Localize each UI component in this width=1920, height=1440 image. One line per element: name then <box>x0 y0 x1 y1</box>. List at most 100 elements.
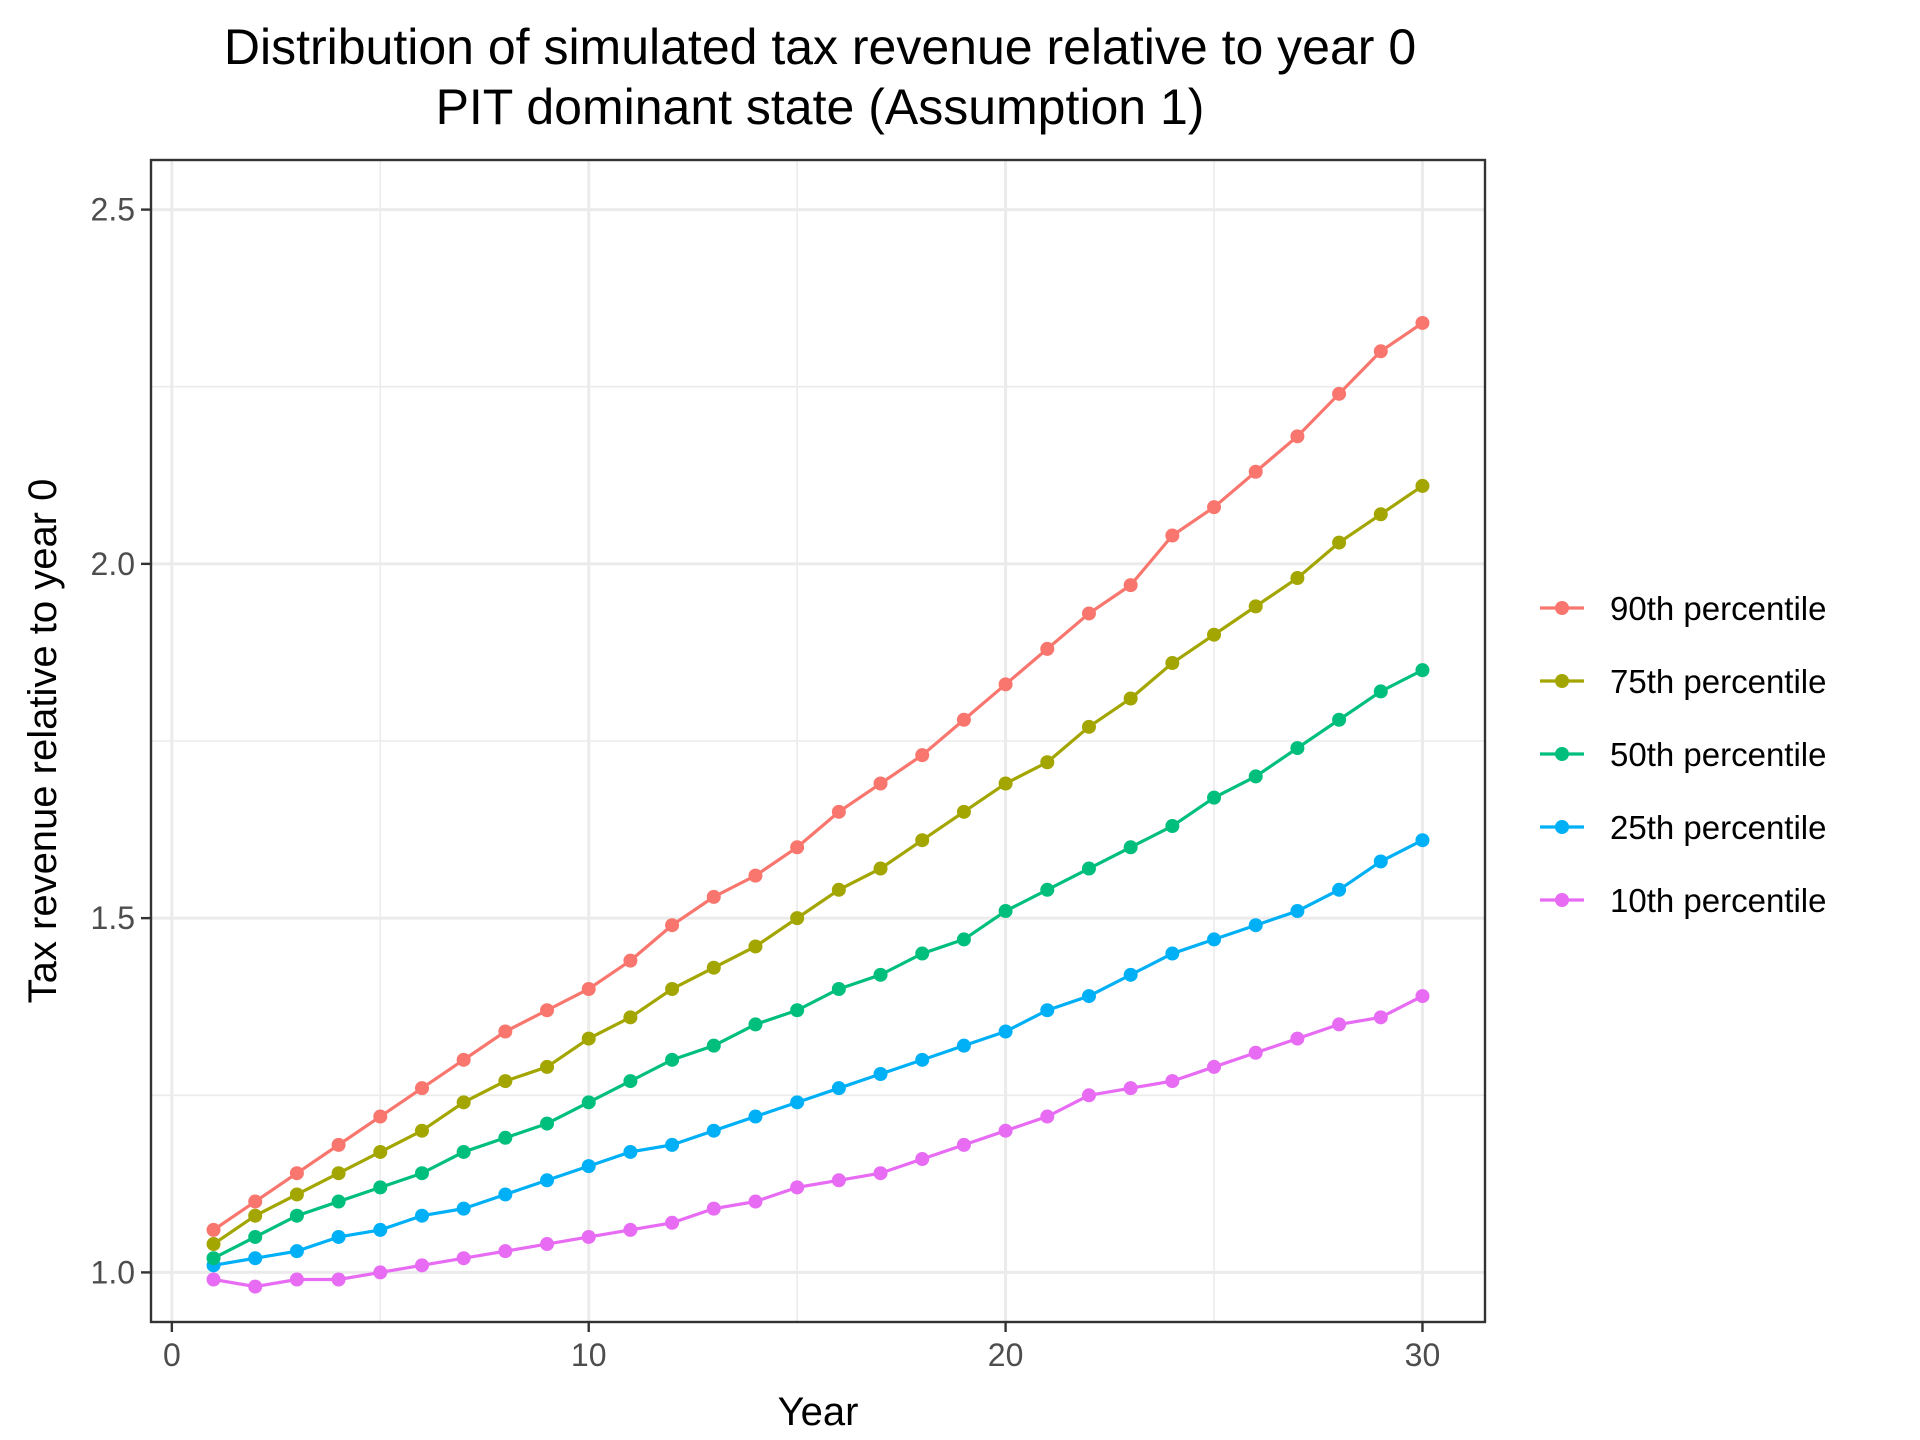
x-tick-label: 30 <box>1405 1337 1441 1373</box>
legend-item: 90th percentile <box>1540 590 1826 627</box>
data-point <box>581 981 596 996</box>
data-point <box>414 1123 429 1138</box>
data-point <box>1415 315 1430 330</box>
data-point <box>915 946 930 961</box>
data-point <box>1165 1074 1180 1089</box>
y-axis-title: Tax revenue relative to year 0 <box>21 479 65 1004</box>
data-point <box>831 981 846 996</box>
series-line-90th <box>212 321 1424 1232</box>
series-75th <box>206 478 1430 1252</box>
data-point <box>540 1116 555 1131</box>
data-point <box>956 712 971 727</box>
data-point <box>1290 571 1305 586</box>
legend-item: 25th percentile <box>1540 809 1826 846</box>
legend-key-point <box>1555 674 1569 688</box>
data-point <box>623 953 638 968</box>
data-point <box>414 1081 429 1096</box>
data-point <box>248 1251 263 1266</box>
data-point <box>248 1229 263 1244</box>
data-point <box>831 1173 846 1188</box>
data-point <box>1332 712 1347 727</box>
data-point <box>248 1208 263 1223</box>
data-point <box>790 1003 805 1018</box>
data-point <box>748 939 763 954</box>
data-point <box>1081 1088 1096 1103</box>
data-point <box>706 960 721 975</box>
data-point <box>498 1244 513 1259</box>
data-point <box>456 1201 471 1216</box>
data-point <box>1081 989 1096 1004</box>
data-point <box>456 1052 471 1067</box>
data-point <box>956 1137 971 1152</box>
legend-key-point <box>1555 747 1569 761</box>
data-point <box>956 804 971 819</box>
data-point <box>623 1144 638 1159</box>
data-point <box>289 1187 304 1202</box>
data-point <box>1040 882 1055 897</box>
data-point <box>665 918 680 933</box>
data-point <box>581 1031 596 1046</box>
data-point <box>289 1272 304 1287</box>
legend-item: 50th percentile <box>1540 736 1826 773</box>
data-point <box>1207 932 1222 947</box>
data-point <box>1123 578 1138 593</box>
data-point <box>456 1144 471 1159</box>
data-point <box>748 1194 763 1209</box>
data-point <box>1248 464 1263 479</box>
data-point <box>623 1074 638 1089</box>
y-tick-label: 2.0 <box>91 546 135 582</box>
legend-label: 50th percentile <box>1610 736 1826 773</box>
x-axis-title: Year <box>778 1390 859 1434</box>
data-point <box>331 1272 346 1287</box>
x-axis: 0 10 20 30 <box>163 1322 1440 1373</box>
data-point <box>414 1208 429 1223</box>
data-point <box>1248 918 1263 933</box>
data-point <box>790 1095 805 1110</box>
data-point <box>915 748 930 763</box>
data-point <box>998 776 1013 791</box>
data-point <box>998 904 1013 919</box>
data-point <box>1207 627 1222 642</box>
data-point <box>1040 1109 1055 1124</box>
data-point <box>831 1081 846 1096</box>
plot-border <box>149 158 1487 1324</box>
data-point <box>956 932 971 947</box>
data-point <box>998 1123 1013 1138</box>
data-point <box>1123 1081 1138 1096</box>
data-point <box>414 1258 429 1273</box>
data-point <box>1040 641 1055 656</box>
data-point <box>873 861 888 876</box>
data-point <box>1165 819 1180 834</box>
data-point <box>1373 854 1388 869</box>
data-point <box>289 1166 304 1181</box>
data-point <box>1081 719 1096 734</box>
data-point <box>289 1208 304 1223</box>
legend-item: 10th percentile <box>1540 882 1826 919</box>
data-point <box>289 1244 304 1259</box>
data-point <box>1373 507 1388 522</box>
plot-panel <box>149 158 1487 1324</box>
data-point <box>498 1187 513 1202</box>
series-line-25th <box>213 838 1424 1267</box>
data-point <box>665 1052 680 1067</box>
data-point <box>331 1137 346 1152</box>
series-50th <box>206 663 1430 1266</box>
data-point <box>1123 840 1138 855</box>
data-point <box>915 1052 930 1067</box>
data-series <box>206 315 1430 1294</box>
data-point <box>915 1152 930 1167</box>
y-tick-label: 1.5 <box>91 900 135 936</box>
data-point <box>1332 1017 1347 1032</box>
legend-label: 10th percentile <box>1610 882 1826 919</box>
data-point <box>665 981 680 996</box>
data-point <box>1415 833 1430 848</box>
data-point <box>206 1222 221 1237</box>
data-point <box>998 1024 1013 1039</box>
data-point <box>706 1038 721 1053</box>
series-10th <box>206 989 1430 1294</box>
data-point <box>581 1229 596 1244</box>
data-point <box>873 1067 888 1082</box>
data-point <box>456 1095 471 1110</box>
data-point <box>373 1265 388 1280</box>
